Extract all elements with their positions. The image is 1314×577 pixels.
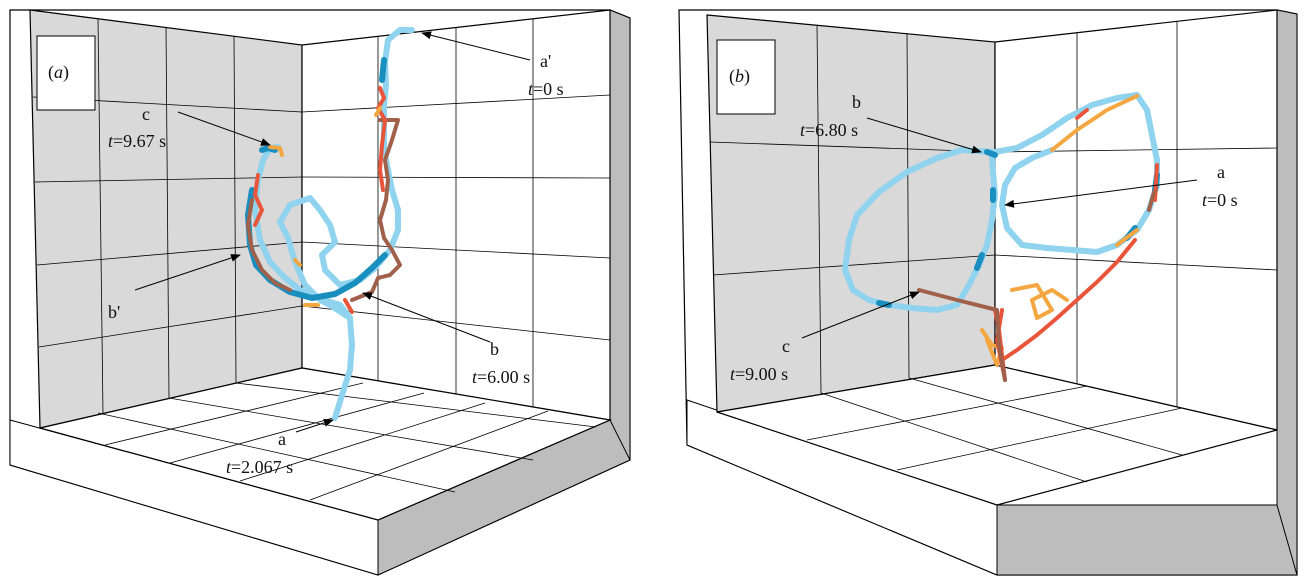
trajectory — [245, 27, 415, 421]
panel-a-figure: (a) a' t=0 s c t=9.67 s b' b t=6.00 s — [9, 9, 631, 576]
panel-label: (a) — [48, 62, 69, 83]
panel-a: (a) a' t=0 s c t=9.67 s b' b t=6.00 s — [9, 9, 631, 576]
label-c: c — [142, 104, 150, 124]
label-c: c — [782, 336, 790, 356]
trajectory-segment-light-blue — [252, 144, 355, 421]
arrow-a — [1004, 179, 1198, 208]
time-a: t=0 s — [1202, 190, 1238, 210]
trajectory — [842, 92, 1160, 382]
panel-label-box: (b) — [716, 39, 776, 115]
panel-b: (b) b t=6.80 s a t=0 s c t=9.00 s — [657, 0, 1314, 577]
label-a: a — [1217, 162, 1225, 182]
panel-b-figure: (b) b t=6.80 s a t=0 s c t=9.00 s — [678, 9, 1298, 576]
label-b: b — [852, 92, 861, 112]
trajectory-segment-red — [993, 108, 1159, 382]
trajectory-segment-dark-blue-c — [259, 145, 278, 153]
arrow-a-prime — [421, 31, 531, 61]
time-b: t=6.00 s — [472, 367, 530, 387]
trajectory-segment-brown — [917, 190, 1156, 382]
label-a: a — [278, 429, 286, 449]
arrow-b — [866, 117, 982, 154]
panel-label: (b) — [729, 66, 750, 87]
time-a-prime: t=0 s — [528, 79, 564, 99]
label-b: b — [490, 339, 499, 359]
panel-label-box: (a) — [36, 35, 96, 111]
time-c: t=9.00 s — [730, 364, 788, 384]
trajectory-segment-dark-blue-top — [379, 57, 387, 83]
trajectory-segment-brown — [246, 118, 402, 302]
annotations: b t=6.80 s a t=0 s c t=9.00 s — [730, 92, 1238, 384]
arrow-a — [295, 418, 334, 433]
arrow-c — [801, 291, 920, 339]
arrow-b-prime — [134, 254, 241, 291]
trajectory-segment-orange — [268, 106, 382, 307]
floor — [39, 367, 613, 521]
trajectory-segment-orange — [1010, 94, 1139, 320]
trajectory-segment-dark-blue — [876, 149, 1160, 308]
left-wall — [29, 9, 303, 429]
annotations: a' t=0 s c t=9.67 s b' b t=6.00 s a t=2.… — [108, 31, 564, 477]
floor — [716, 364, 1278, 506]
label-b-prime: b' — [108, 302, 120, 322]
label-a-prime: a' — [540, 51, 551, 71]
arrow-c — [177, 111, 271, 146]
trajectory-segment-red — [253, 86, 387, 314]
arrow-b — [362, 292, 491, 343]
trajectory-segment-light-blue-right — [992, 92, 1160, 255]
time-a: t=2.067 s — [226, 457, 293, 477]
right-wall — [994, 9, 1278, 431]
time-c: t=9.67 s — [108, 131, 166, 151]
time-b: t=6.80 s — [800, 120, 858, 140]
